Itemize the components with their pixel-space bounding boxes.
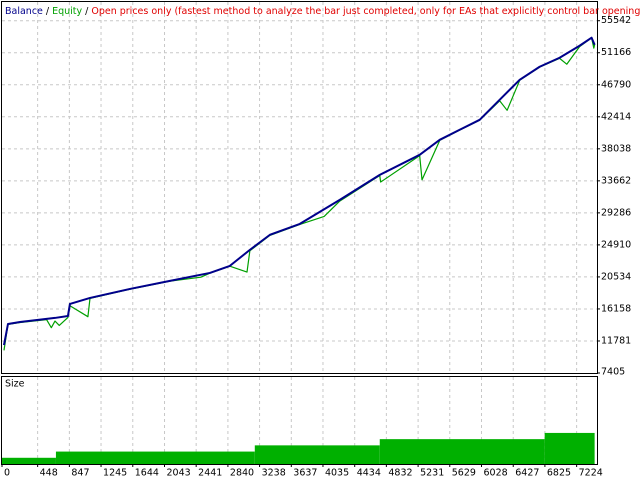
x-tick-label: 2441: [198, 468, 222, 479]
size-bar: [55, 451, 255, 464]
x-tick-label: 6427: [515, 468, 539, 479]
x-tick-label: 1644: [135, 468, 159, 479]
x-tick-label: 3238: [262, 468, 286, 479]
marks: [2, 36, 596, 464]
x-tick-label: 448: [40, 468, 58, 479]
y-tick-label: 33662: [601, 175, 631, 186]
x-tick-label: 847: [71, 468, 89, 479]
legend-separator: /: [46, 6, 50, 17]
balance-line: [3, 36, 596, 346]
y-tick-label: 20534: [601, 271, 631, 282]
y-tick-label: 16158: [601, 303, 631, 314]
x-tick-label: 5629: [452, 468, 476, 479]
size-bar: [2, 457, 56, 464]
panel-title: Size: [5, 379, 25, 390]
y-tick-label: 11781: [601, 335, 631, 346]
legend-separator: /: [85, 6, 89, 17]
x-tick-label: 2840: [230, 468, 254, 479]
legend-entry: Balance: [5, 6, 43, 17]
y-tick-label: 55542: [601, 15, 631, 26]
grid: [1, 2, 600, 467]
x-tick-label: 0: [4, 468, 10, 479]
y-tick-label: 46790: [601, 79, 631, 90]
y-tick-label: 29286: [601, 207, 631, 218]
legend-entry: Equity: [52, 6, 82, 17]
y-tick-label: 24910: [601, 239, 631, 250]
x-tick-label: 6028: [484, 468, 508, 479]
x-tick-label: 7224: [579, 468, 603, 479]
x-tick-label: 4035: [325, 468, 349, 479]
y-tick-label: 7405: [601, 367, 625, 378]
y-tick-label: 42414: [601, 111, 631, 122]
legend: Balance / Equity / Open prices only (fastest…: [5, 6, 640, 17]
size-bar: [254, 445, 380, 464]
x-tick-label: 1245: [103, 468, 127, 479]
x-tick-label: 4832: [388, 468, 412, 479]
size-bar: [379, 439, 545, 464]
x-tick-label: 4434: [357, 468, 381, 479]
y-tick-label: 51166: [601, 47, 631, 58]
x-tick-label: 2043: [167, 468, 191, 479]
subtitle: Open prices only (fastest method to anal…: [91, 6, 640, 17]
x-tick-label: 6825: [547, 468, 571, 479]
size-bar: [544, 432, 595, 464]
main-panel: [1, 1, 598, 374]
x-tick-label: 5231: [420, 468, 444, 479]
x-tick-label: 3637: [293, 468, 317, 479]
y-tick-label: 38038: [601, 143, 631, 154]
